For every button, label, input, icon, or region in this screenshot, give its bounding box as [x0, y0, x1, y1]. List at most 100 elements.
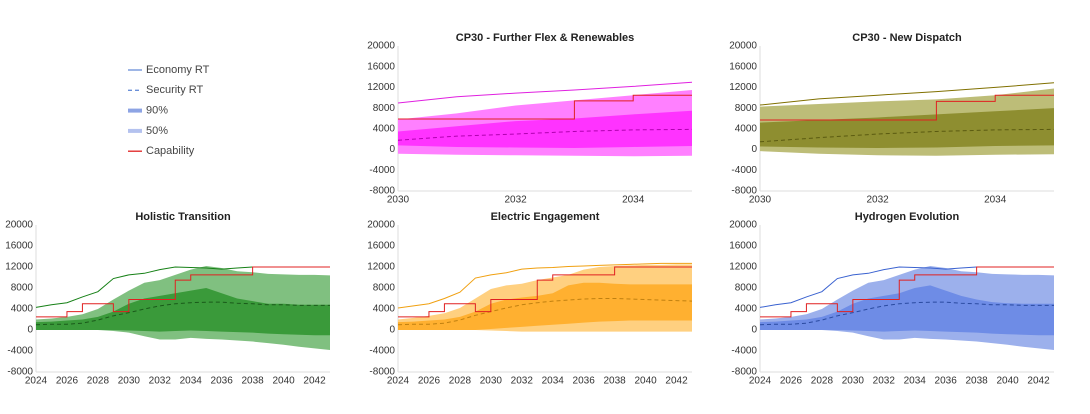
x-tick-label: 2034: [904, 376, 927, 387]
legend-label: Security RT: [146, 84, 204, 96]
chart-title: CP30 - New Dispatch: [852, 32, 962, 44]
chart-panel: Electric Engagement -8000 -4000 0 4000 8000 12…: [367, 211, 693, 387]
y-tick-label: 4000: [11, 304, 34, 315]
chart-panel: Holistic Transition -8000 -4000 0 4000 8000 12…: [5, 211, 330, 387]
y-tick-label: 0: [389, 144, 395, 155]
x-tick-label: 2034: [180, 376, 203, 387]
y-tick-label: 20000: [729, 41, 757, 52]
series-line: [759, 128, 1055, 143]
series-line: [397, 128, 693, 141]
x-tick-label: 2042: [303, 376, 326, 387]
y-tick-label: 20000: [729, 220, 757, 231]
x-tick-label: 2024: [387, 376, 410, 387]
y-tick-label: 16000: [5, 241, 33, 252]
x-tick-label: 2030: [387, 195, 410, 206]
legend-label: Capability: [146, 145, 195, 157]
y-tick-label: 8000: [373, 283, 396, 294]
y-tick-label: 20000: [367, 220, 395, 231]
y-tick-label: -4000: [731, 346, 757, 357]
x-tick-label: 2038: [966, 376, 989, 387]
step-line: [760, 266, 1054, 318]
x-tick-label: 2040: [634, 376, 657, 387]
x-tick-label: 2040: [272, 376, 295, 387]
x-tick-label: 2042: [1027, 376, 1050, 387]
x-tick-label: 2034: [622, 195, 645, 206]
chart-title: Electric Engagement: [491, 211, 600, 223]
y-tick-label: 0: [389, 325, 395, 336]
x-tick-label: 2028: [449, 376, 472, 387]
chart-panel: CP30 - Further Flex & Renewables -8000 -40…: [367, 32, 693, 206]
step-line: [760, 94, 1054, 121]
y-tick-label: -8000: [7, 367, 33, 378]
x-tick-label: 2028: [87, 376, 110, 387]
x-tick-label: 2032: [866, 195, 889, 206]
legend-label: 50%: [146, 125, 168, 137]
x-tick-label: 2028: [811, 376, 834, 387]
band-area: [398, 110, 692, 149]
y-tick-label: 4000: [373, 304, 396, 315]
chart-panel: CP30 - New Dispatch -8000 -4000 0 4000 8000 12…: [729, 32, 1055, 206]
x-tick-label: 2034: [542, 376, 565, 387]
y-tick-label: 12000: [367, 82, 395, 93]
x-tick-label: 2038: [242, 376, 265, 387]
x-tick-label: 2032: [511, 376, 534, 387]
y-tick-label: -4000: [7, 346, 33, 357]
step-line: [398, 94, 692, 120]
x-tick-label: 2030: [118, 376, 141, 387]
y-tick-label: 12000: [367, 262, 395, 273]
y-tick-label: 12000: [729, 82, 757, 93]
x-tick-label: 2030: [842, 376, 865, 387]
chart-title: Hydrogen Evolution: [855, 211, 960, 223]
series-line: [759, 301, 1054, 326]
y-tick-label: 20000: [367, 41, 395, 52]
band-area: [398, 282, 692, 330]
x-tick-label: 2026: [56, 376, 79, 387]
y-tick-label: 16000: [367, 61, 395, 72]
y-tick-label: -4000: [369, 346, 395, 357]
chart-title: CP30 - Further Flex & Renewables: [456, 32, 635, 44]
y-tick-label: -8000: [369, 367, 395, 378]
y-tick-label: -4000: [731, 165, 757, 176]
legend: Economy RT Security RT 90% 50% Capability: [128, 64, 210, 157]
y-tick-label: -8000: [731, 186, 757, 197]
y-tick-label: 12000: [729, 262, 757, 273]
step-line: [398, 266, 692, 318]
step-line: [36, 266, 330, 318]
chart-title: Holistic Transition: [135, 211, 231, 223]
y-tick-label: 16000: [729, 241, 757, 252]
y-tick-label: 0: [751, 144, 757, 155]
x-tick-label: 2036: [211, 376, 234, 387]
x-tick-label: 2040: [996, 376, 1019, 387]
y-tick-label: -8000: [369, 186, 395, 197]
y-tick-label: 8000: [735, 103, 758, 114]
series-line: [759, 82, 1055, 106]
y-tick-label: 0: [27, 325, 33, 336]
x-tick-label: 2034: [984, 195, 1007, 206]
band-area: [760, 108, 1054, 149]
x-tick-label: 2032: [873, 376, 896, 387]
x-tick-label: 2026: [418, 376, 441, 387]
y-tick-label: -4000: [369, 165, 395, 176]
chart-panel: Hydrogen Evolution -8000 -4000 0 4000 8000 120…: [729, 211, 1054, 387]
x-tick-label: 2038: [604, 376, 627, 387]
y-tick-label: -8000: [731, 367, 757, 378]
series-line: [397, 81, 693, 104]
x-tick-label: 2032: [504, 195, 527, 206]
x-tick-label: 2026: [780, 376, 803, 387]
y-tick-label: 16000: [729, 61, 757, 72]
x-tick-label: 2036: [573, 376, 596, 387]
x-tick-label: 2030: [480, 376, 503, 387]
y-tick-label: 4000: [735, 304, 758, 315]
x-tick-label: 2024: [25, 376, 48, 387]
y-tick-label: 4000: [735, 123, 758, 134]
y-tick-label: 20000: [5, 220, 33, 231]
y-tick-label: 12000: [5, 262, 33, 273]
x-tick-label: 2024: [749, 376, 772, 387]
y-tick-label: 16000: [367, 241, 395, 252]
y-tick-label: 8000: [735, 283, 758, 294]
y-tick-label: 4000: [373, 123, 396, 134]
x-tick-label: 2030: [749, 195, 772, 206]
series-line: [397, 262, 692, 309]
x-tick-label: 2036: [935, 376, 958, 387]
